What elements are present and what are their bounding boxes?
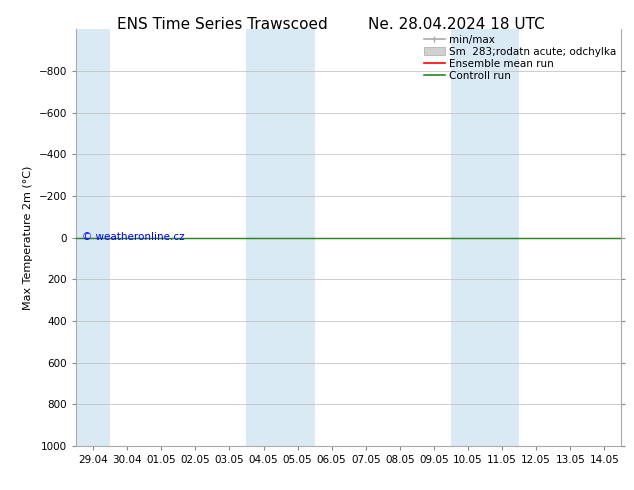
Text: ENS Time Series Trawscoed: ENS Time Series Trawscoed bbox=[117, 17, 327, 32]
Bar bbox=[76, 29, 110, 446]
Text: © weatheronline.cz: © weatheronline.cz bbox=[82, 232, 184, 242]
Text: Ne. 28.04.2024 18 UTC: Ne. 28.04.2024 18 UTC bbox=[368, 17, 545, 32]
Legend: min/max, Sm  283;rodatn acute; odchylka, Ensemble mean run, Controll run: min/max, Sm 283;rodatn acute; odchylka, … bbox=[421, 31, 619, 84]
Bar bbox=[451, 29, 519, 446]
Bar bbox=[247, 29, 314, 446]
Y-axis label: Max Temperature 2m (°C): Max Temperature 2m (°C) bbox=[23, 166, 33, 310]
